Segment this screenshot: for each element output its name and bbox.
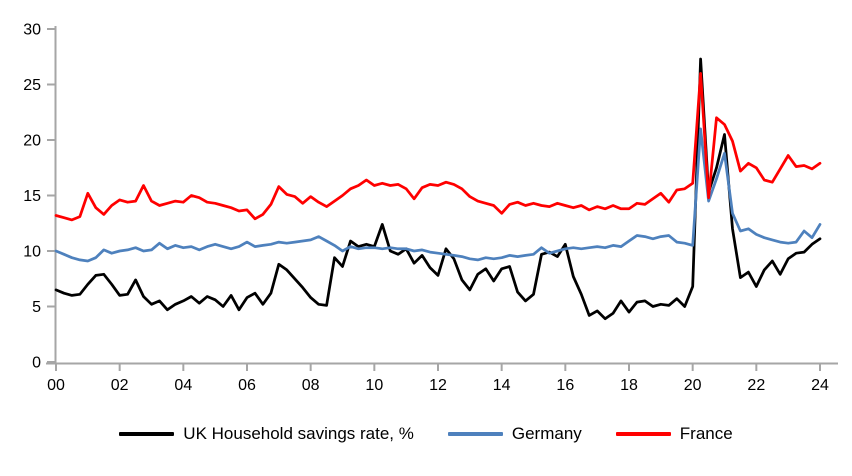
x-tick-label: 12 <box>429 377 447 394</box>
x-tick-label: 14 <box>493 377 511 394</box>
uk-line-swatch <box>119 432 175 436</box>
series-line-germany <box>54 127 822 263</box>
legend-item-uk: UK Household savings rate, % <box>119 424 414 444</box>
y-tick-label: 5 <box>32 299 41 316</box>
x-tick-label: 06 <box>238 377 256 394</box>
series-line-uk <box>54 57 822 321</box>
x-tick-label: 18 <box>620 377 638 394</box>
y-tick-label: 20 <box>23 133 41 150</box>
france-line-swatch <box>615 432 671 436</box>
germany-line-swatch <box>447 432 503 436</box>
x-tick-label: 00 <box>47 377 65 394</box>
savings-rate-line-chart: 0 5 10 15 20 25 30 00 02 04 06 08 10 12 14 16 18 20 22 24 <box>23 22 838 394</box>
legend-item-france: France <box>615 424 733 444</box>
chart-legend: UK Household savings rate, % Germany Fra… <box>0 424 852 444</box>
y-tick-label: 25 <box>23 77 41 94</box>
y-tick-label: 15 <box>23 188 41 205</box>
x-tick-label: 24 <box>811 377 829 394</box>
x-tick-label: 04 <box>174 377 192 394</box>
x-tick-label: 08 <box>302 377 320 394</box>
x-tick-label: 10 <box>365 377 383 394</box>
y-tick-label: 30 <box>23 22 41 39</box>
y-tick-label: 10 <box>23 244 41 261</box>
uk-legend-label: UK Household savings rate, % <box>183 424 414 443</box>
series-line-france <box>54 72 822 222</box>
germany-legend-label: Germany <box>511 424 582 443</box>
legend-item-germany: Germany <box>447 424 582 444</box>
france-legend-label: France <box>679 424 733 443</box>
y-tick-label: 0 <box>32 355 41 372</box>
x-tick-label: 16 <box>556 377 574 394</box>
x-tick-label: 20 <box>684 377 702 394</box>
x-tick-label: 22 <box>747 377 765 394</box>
chart-area: 0 5 10 15 20 25 30 00 02 04 06 08 10 12 14 16 18 20 22 24 <box>23 22 838 394</box>
x-tick-label: 02 <box>111 377 129 394</box>
